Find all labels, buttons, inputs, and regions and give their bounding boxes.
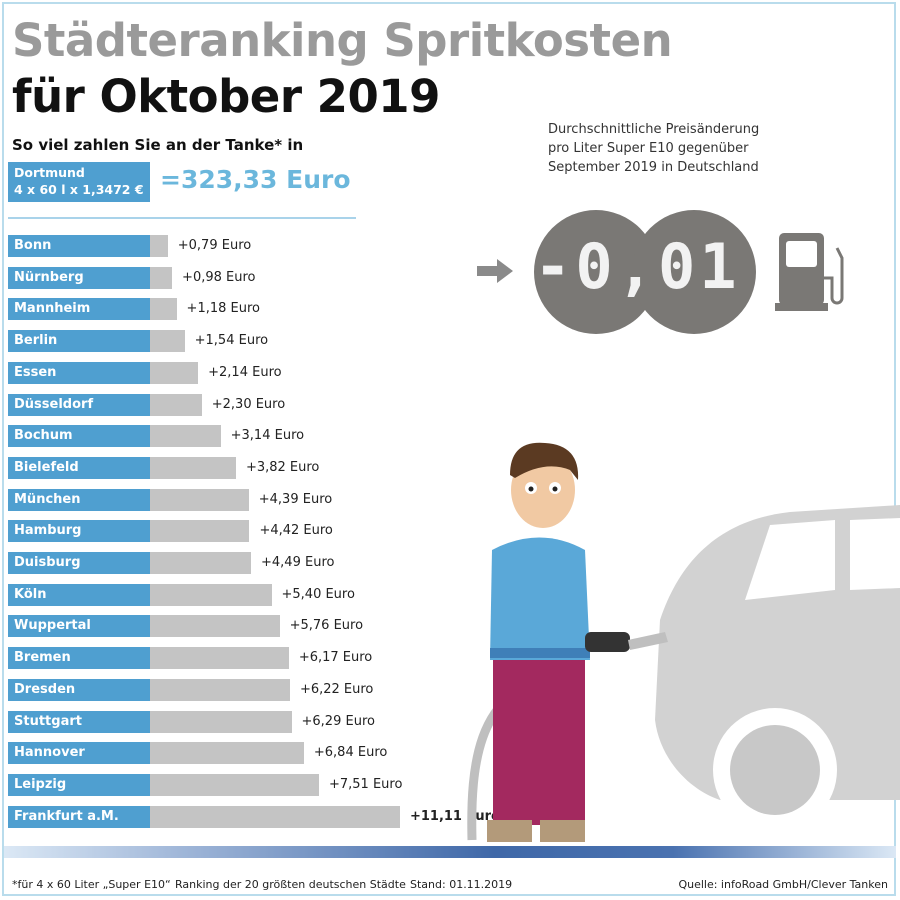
bar bbox=[150, 330, 185, 353]
bar-category-label: Frankfurt a.M. bbox=[8, 805, 150, 828]
fuel-pump-icon bbox=[775, 233, 844, 311]
bar bbox=[150, 235, 168, 257]
bar-value-label: +2,14 Euro bbox=[208, 364, 282, 380]
divider bbox=[8, 217, 356, 219]
bar bbox=[150, 773, 319, 796]
bar-category-label: Bonn bbox=[8, 235, 150, 257]
bar-category-label: Bremen bbox=[8, 647, 150, 670]
bar-category-label: Berlin bbox=[8, 330, 150, 353]
bar-category-label: Nürnberg bbox=[8, 266, 150, 289]
bar bbox=[150, 583, 272, 606]
bar-category-label: Dresden bbox=[8, 678, 150, 701]
bar bbox=[150, 615, 280, 638]
bar-value-label: +4,49 Euro bbox=[261, 555, 335, 570]
bar-category-label: Hamburg bbox=[8, 520, 150, 543]
person-illustration bbox=[467, 442, 668, 842]
reference-city-box: Dortmund 4 x 60 l x 1,3472 € bbox=[8, 162, 150, 202]
info-line2: pro Liter Super E10 gegenüber bbox=[548, 141, 749, 156]
bar-value-label: +7,51 Euro bbox=[328, 776, 403, 792]
bar-category-label: Mannheim bbox=[8, 298, 150, 321]
bar-value-label: +0,79 Euro bbox=[177, 238, 252, 253]
bar bbox=[150, 742, 304, 765]
decorative-band bbox=[4, 846, 896, 858]
arrow-right-icon bbox=[477, 259, 513, 283]
bar-category-label: Wuppertal bbox=[8, 615, 150, 638]
bar bbox=[150, 488, 249, 511]
bar-value-label: +1,18 Euro bbox=[186, 301, 260, 317]
bar-value-label: +11,11 Euro bbox=[409, 808, 500, 824]
info-text: Durchschnittliche Preisänderung pro Lite… bbox=[548, 120, 759, 177]
title-line1: Städteranking Spritkosten bbox=[12, 14, 673, 67]
bar-value-label: +5,40 Euro bbox=[281, 586, 355, 602]
bar-value-label: +6,17 Euro bbox=[298, 650, 373, 666]
title-line2: für Oktober 2019 bbox=[12, 70, 440, 123]
bar-category-label: Köln bbox=[8, 583, 150, 606]
bar bbox=[150, 361, 199, 384]
bar bbox=[150, 393, 202, 416]
bar-category-label: Essen bbox=[8, 361, 150, 384]
price-display-icon bbox=[534, 210, 756, 334]
bar-value-label: +0,98 Euro bbox=[182, 269, 256, 285]
bar-category-label: Bochum bbox=[8, 425, 150, 448]
bar-value-label: +6,22 Euro bbox=[299, 681, 374, 697]
bar bbox=[150, 456, 236, 479]
price-change-display: -0,01 bbox=[534, 230, 741, 303]
bar-category-label: Leipzig bbox=[8, 773, 150, 796]
footer-date: Stand: 01.11.2019 bbox=[410, 878, 513, 891]
bar bbox=[150, 520, 250, 543]
bar-category-label: Duisburg bbox=[8, 552, 150, 574]
bar-value-label: +6,84 Euro bbox=[313, 745, 388, 761]
bar-category-label: München bbox=[8, 488, 150, 511]
bar-category-label: Hannover bbox=[8, 742, 150, 765]
bar bbox=[150, 266, 173, 289]
bar bbox=[150, 678, 290, 701]
footer-source: Quelle: infoRoad GmbH/Clever Tanken bbox=[678, 878, 888, 891]
footer-note: *für 4 x 60 Liter „Super E10“ bbox=[12, 878, 171, 891]
subtitle: So viel zahlen Sie an der Tanke* in bbox=[12, 136, 304, 154]
bar-value-label: +4,39 Euro bbox=[258, 491, 333, 507]
bar bbox=[150, 425, 221, 448]
reference-city: Dortmund bbox=[14, 165, 85, 180]
reference-formula: 4 x 60 l x 1,3472 € bbox=[14, 182, 144, 197]
bar-value-label: +6,29 Euro bbox=[301, 713, 375, 729]
bar-category-label: Stuttgart bbox=[8, 710, 150, 733]
bar-value-label: +3,14 Euro bbox=[230, 428, 305, 444]
bar bbox=[150, 552, 252, 574]
bar-value-label: +1,54 Euro bbox=[194, 333, 269, 349]
bar bbox=[150, 805, 400, 828]
bar-value-label: +5,76 Euro bbox=[289, 618, 364, 634]
bar-value-label: +3,82 Euro bbox=[245, 459, 320, 475]
bar bbox=[150, 647, 289, 670]
footer-ranking: Ranking der 20 größten deutschen Städte bbox=[175, 878, 406, 891]
info-line3: September 2019 in Deutschland bbox=[548, 160, 759, 175]
car-illustration bbox=[655, 505, 900, 832]
bar-value-label: +4,42 Euro bbox=[259, 523, 333, 539]
info-line1: Durchschnittliche Preisänderung bbox=[548, 122, 760, 137]
bar bbox=[150, 710, 292, 733]
reference-total: =323,33 Euro bbox=[160, 165, 351, 194]
bar bbox=[150, 298, 177, 321]
bar-category-label: Bielefeld bbox=[8, 456, 150, 479]
bar-category-label: Düsseldorf bbox=[8, 393, 150, 416]
bar-value-label: +2,30 Euro bbox=[211, 396, 286, 412]
